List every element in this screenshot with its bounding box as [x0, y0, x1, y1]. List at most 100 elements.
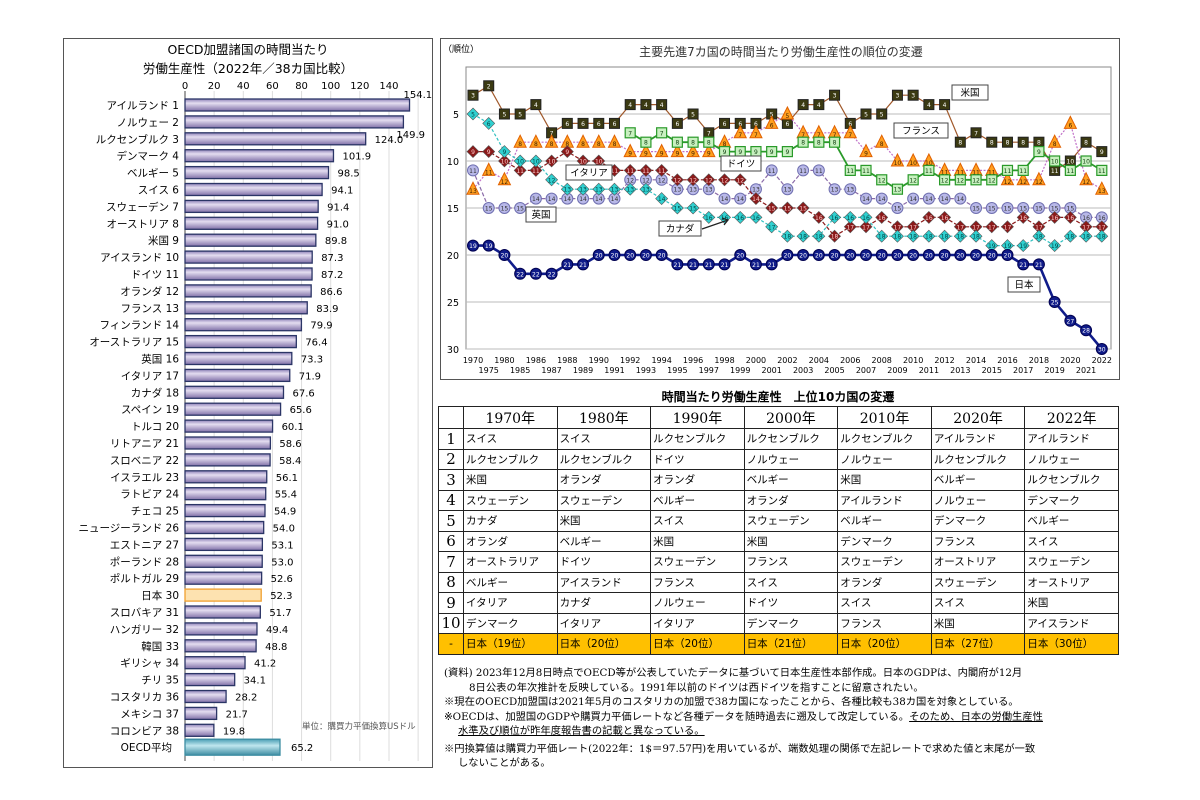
bar [184, 233, 317, 247]
circle-marker [482, 239, 495, 252]
diamond-marker [843, 220, 857, 234]
value-label: 79.9 [310, 321, 332, 332]
circle-marker [812, 249, 825, 261]
circle-marker [734, 192, 747, 205]
diamond-marker [513, 154, 527, 168]
circle-marker [687, 258, 700, 271]
country-rank: 6 [169, 185, 179, 197]
triangle-marker [513, 134, 527, 148]
diamond-marker [639, 163, 653, 177]
point-label: 9 [644, 151, 648, 158]
circle-marker [828, 183, 841, 196]
point-label: 20 [658, 253, 666, 260]
point-label: 7 [848, 132, 852, 139]
country-rank: 26 [162, 523, 179, 535]
square-marker [1096, 146, 1108, 158]
point-label: 17 [1082, 224, 1090, 231]
circle-marker [592, 249, 605, 261]
circle-marker [844, 249, 857, 261]
square-marker [860, 108, 872, 120]
circle-marker [781, 183, 794, 196]
point-label: 17 [894, 224, 902, 231]
point-label: 18 [1067, 234, 1075, 241]
diamond-marker [718, 173, 731, 187]
point-label: 20 [846, 253, 854, 260]
square-marker [891, 89, 903, 101]
point-label: 8 [1006, 140, 1010, 147]
point-label: 20 [501, 253, 509, 260]
point-label: 6 [581, 121, 585, 128]
series-label: カナダ [666, 223, 695, 235]
x-tick-label: 2011 [919, 366, 939, 375]
x-tick-label: 2017 [1013, 366, 1033, 375]
value-label: 48.8 [265, 642, 287, 653]
point-label: 9 [785, 149, 789, 156]
circle-marker [1001, 202, 1014, 214]
x-tick-label: 2012 [934, 356, 954, 365]
country-name: コスタリカ [110, 692, 163, 704]
bar-label: 韓国 33 [141, 641, 179, 653]
point-label: 14 [721, 196, 729, 203]
diamond-marker [513, 163, 527, 177]
circle-marker [545, 267, 558, 280]
bar [184, 199, 319, 214]
country-name: OECD平均 [121, 742, 172, 754]
x-tick-label: 1986 [526, 356, 546, 365]
series-label-box [565, 164, 613, 181]
point-label: 16 [1051, 215, 1059, 222]
point-label: 12 [626, 177, 634, 184]
country-name: チリ [141, 675, 162, 687]
x-tick-label: 2016 [997, 356, 1017, 365]
diamond-marker [670, 173, 684, 187]
country-name: スペイン [121, 404, 162, 416]
diamond-marker [1016, 239, 1030, 253]
x-tick-label: 2022 [1092, 356, 1112, 365]
country-cell: 米国 [743, 530, 839, 552]
country-cell: スウェーデン [930, 571, 1026, 593]
point-label: 6 [613, 121, 617, 128]
bar [184, 301, 308, 315]
country-name: オーストラリア [89, 337, 162, 349]
series-3: 11 15 15 15 14 14 14 14 14 14 12 12 12 13 13 13 14 14 13 11… [467, 164, 1108, 224]
country-rank: 19 [162, 404, 179, 416]
point-label: 5 [471, 112, 475, 119]
point-label: 7 [550, 130, 554, 137]
circle-marker [1048, 296, 1061, 308]
column-header: 1970年 [463, 406, 558, 429]
country-cell: オランダ [463, 530, 558, 552]
circle-marker [639, 249, 652, 261]
arrow-icon [701, 217, 730, 230]
point-label: 9 [503, 149, 507, 156]
triangle-marker [859, 143, 873, 158]
point-label: 10 [579, 159, 587, 166]
point-label: 20 [909, 253, 917, 260]
country-name: カナダ [131, 386, 163, 399]
country-cell: アイスランド [1024, 612, 1119, 634]
country-cell: イタリア [463, 592, 558, 614]
country-rank: 21 [162, 438, 179, 450]
triangle-marker [906, 152, 920, 167]
point-label: 11 [956, 169, 964, 176]
square-marker [608, 117, 620, 129]
table-row: 9 イタリア カナダ ノルウェー ドイツ スイス スイス 米国 [438, 592, 1119, 614]
circle-marker [907, 192, 920, 205]
country-cell: オーストリア [1024, 571, 1119, 593]
point-label: 15 [674, 206, 682, 213]
point-label: 5 [785, 113, 789, 120]
bar-label: ハンガリー 32 [110, 624, 179, 636]
value-label: 76.4 [305, 338, 327, 349]
value-label: 87.3 [321, 253, 343, 264]
point-label: 18 [784, 234, 792, 241]
country-cell: ドイツ [650, 448, 745, 470]
table-row: 10 デンマーク イタリア イタリア デンマーク フランス 米国 アイスランド [438, 612, 1119, 634]
point-label: 22 [548, 271, 556, 278]
bar [184, 656, 246, 670]
circle-marker [860, 192, 872, 205]
circle-marker [1095, 343, 1108, 355]
x-tick-label: 1988 [557, 356, 577, 365]
triangle-marker [466, 181, 480, 195]
diamond-marker [482, 145, 496, 159]
point-label: 5 [691, 112, 695, 119]
point-label: 6 [754, 121, 758, 128]
diamond-marker [545, 154, 559, 168]
